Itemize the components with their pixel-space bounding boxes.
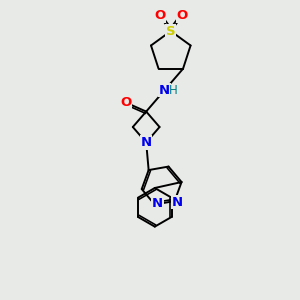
Text: S: S <box>166 25 175 38</box>
Text: N: N <box>141 136 152 149</box>
Text: N: N <box>172 196 183 209</box>
Text: H: H <box>169 84 178 97</box>
Text: N: N <box>159 84 170 97</box>
Text: N: N <box>152 197 163 210</box>
Text: O: O <box>176 9 188 22</box>
Text: O: O <box>120 96 132 109</box>
Text: O: O <box>154 9 165 22</box>
